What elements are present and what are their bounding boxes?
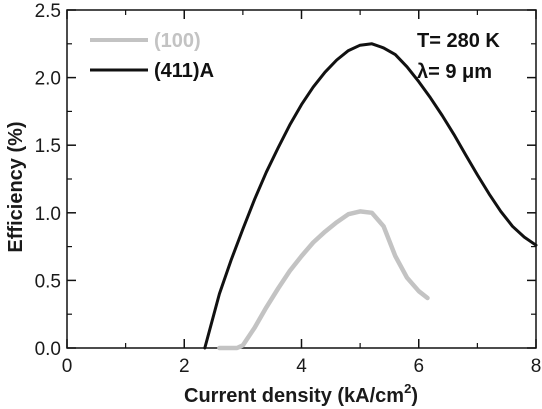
wavelength-annotation: λ= 9 μm: [417, 61, 492, 83]
temperature-annotation: T= 280 K: [417, 30, 500, 52]
y-tick-label: 1.0: [35, 204, 61, 225]
y-tick-label: 0.5: [35, 271, 61, 292]
series-layer: [203, 42, 538, 351]
x-tick-label: 4: [296, 356, 307, 377]
series-line-411a: [203, 42, 538, 350]
y-tick-label: 0.0: [35, 339, 61, 360]
y-axis-ticks: 0.0 0.5 1.0 1.5 2.0 2.5: [35, 1, 536, 360]
series-line-100: [217, 209, 430, 351]
legend: (100) (411)A: [90, 30, 214, 82]
legend-label-100: (100): [154, 30, 201, 52]
x-axis-label-main: Current density (kA/cm: [184, 385, 404, 407]
x-tick-label: 6: [413, 356, 424, 377]
x-tick-label: 0: [62, 356, 73, 377]
x-axis-label-sup: 2: [404, 381, 411, 396]
x-tick-label: 8: [531, 356, 542, 377]
legend-label-411a: (411)A: [154, 60, 214, 82]
x-tick-label: 2: [179, 356, 190, 377]
y-tick-label: 1.5: [35, 136, 61, 157]
y-tick-label: 2.5: [35, 1, 61, 22]
x-axis-label-close: ): [411, 385, 418, 407]
y-tick-label: 2.0: [35, 69, 61, 90]
y-axis-label: Efficiency (%): [5, 121, 27, 252]
x-axis-ticks: 0 2 4 6 8: [62, 10, 542, 377]
x-axis-label: Current density (kA/cm2): [184, 381, 418, 407]
